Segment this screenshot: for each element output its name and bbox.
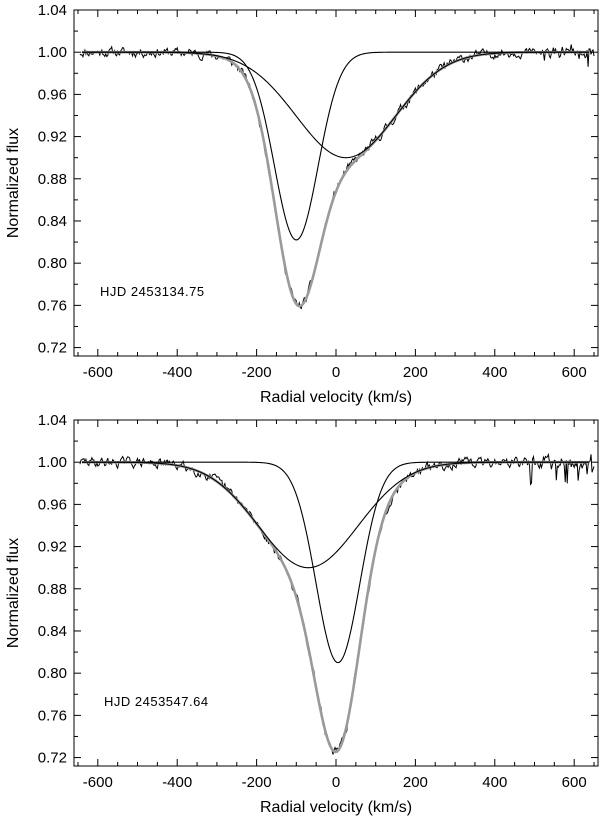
plot-frame-2 [73, 419, 599, 767]
narrow-component-line [81, 461, 590, 664]
x-ticks-1: -600 -400 -200 0 200 400 600 [77, 10, 595, 381]
x-tick-label: 400 [482, 364, 507, 381]
narrow-component-line [81, 51, 590, 241]
y-tick-label: 0.80 [38, 665, 67, 682]
y-tick-label: 0.76 [38, 297, 67, 314]
y-tick-label: 0.72 [38, 750, 67, 767]
x-tick-label: 0 [332, 364, 340, 381]
y-tick-label: 0.72 [38, 340, 67, 357]
x-tick-label: -400 [162, 774, 192, 791]
y-axis-label-2: Normalized flux [5, 538, 22, 648]
x-tick-label: -200 [242, 774, 272, 791]
y-tick-label: 0.92 [38, 539, 67, 556]
y-tick-label: 0.76 [38, 707, 67, 724]
y-tick-label: 0.88 [38, 171, 67, 188]
x-axis-label-1: Radial velocity (km/s) [260, 389, 412, 406]
y-tick-label: 0.84 [38, 623, 67, 640]
x-ticks-2: -600 -400 -200 0 200 400 600 [77, 420, 595, 791]
y-tick-label: 0.96 [38, 86, 67, 103]
plot-frame-1 [73, 9, 599, 357]
x-tick-label: 0 [332, 774, 340, 791]
x-tick-label: 600 [562, 774, 587, 791]
annotation-2: HJD 2453547.64 [104, 694, 209, 709]
broad-component-line [81, 461, 590, 569]
x-tick-label: -200 [242, 364, 272, 381]
observed-spectrum-line [79, 452, 595, 755]
series-1 [79, 44, 595, 310]
x-axis-label-2: Radial velocity (km/s) [260, 799, 412, 816]
x-tick-label: -600 [83, 774, 113, 791]
y-tick-label: 1.00 [38, 454, 67, 471]
y-tick-label: 0.80 [38, 255, 67, 272]
broad-component-line [81, 51, 590, 159]
y-ticks-2: 0.72 0.76 0.80 0.84 0.88 0.92 0.96 1.00 1.04 [38, 412, 598, 767]
y-tick-label: 0.88 [38, 581, 67, 598]
y-tick-label: 1.04 [38, 2, 67, 19]
y-axis-label-1: Normalized flux [5, 128, 22, 238]
y-tick-label: 0.84 [38, 213, 67, 230]
y-tick-label: 0.92 [38, 129, 67, 146]
panel-2: 0.72 0.76 0.80 0.84 0.88 0.92 0.96 1.00 1.04 -60… [5, 412, 599, 816]
series-2 [79, 452, 595, 755]
panel-1: 0.72 0.76 0.80 0.84 0.88 0.92 0.96 1.00 1.04 -60… [5, 2, 599, 406]
x-tick-label: 200 [403, 774, 428, 791]
annotation-1: HJD 2453134.75 [100, 284, 205, 299]
y-ticks-1: 0.72 0.76 0.80 0.84 0.88 0.92 0.96 1.00 1.04 [38, 2, 598, 357]
x-tick-label: 400 [482, 774, 507, 791]
x-tick-label: 200 [403, 364, 428, 381]
y-tick-label: 0.96 [38, 496, 67, 513]
x-tick-label: 600 [562, 364, 587, 381]
x-tick-label: -600 [83, 364, 113, 381]
x-tick-label: -400 [162, 364, 192, 381]
y-tick-label: 1.00 [38, 44, 67, 61]
y-tick-label: 1.04 [38, 412, 67, 429]
